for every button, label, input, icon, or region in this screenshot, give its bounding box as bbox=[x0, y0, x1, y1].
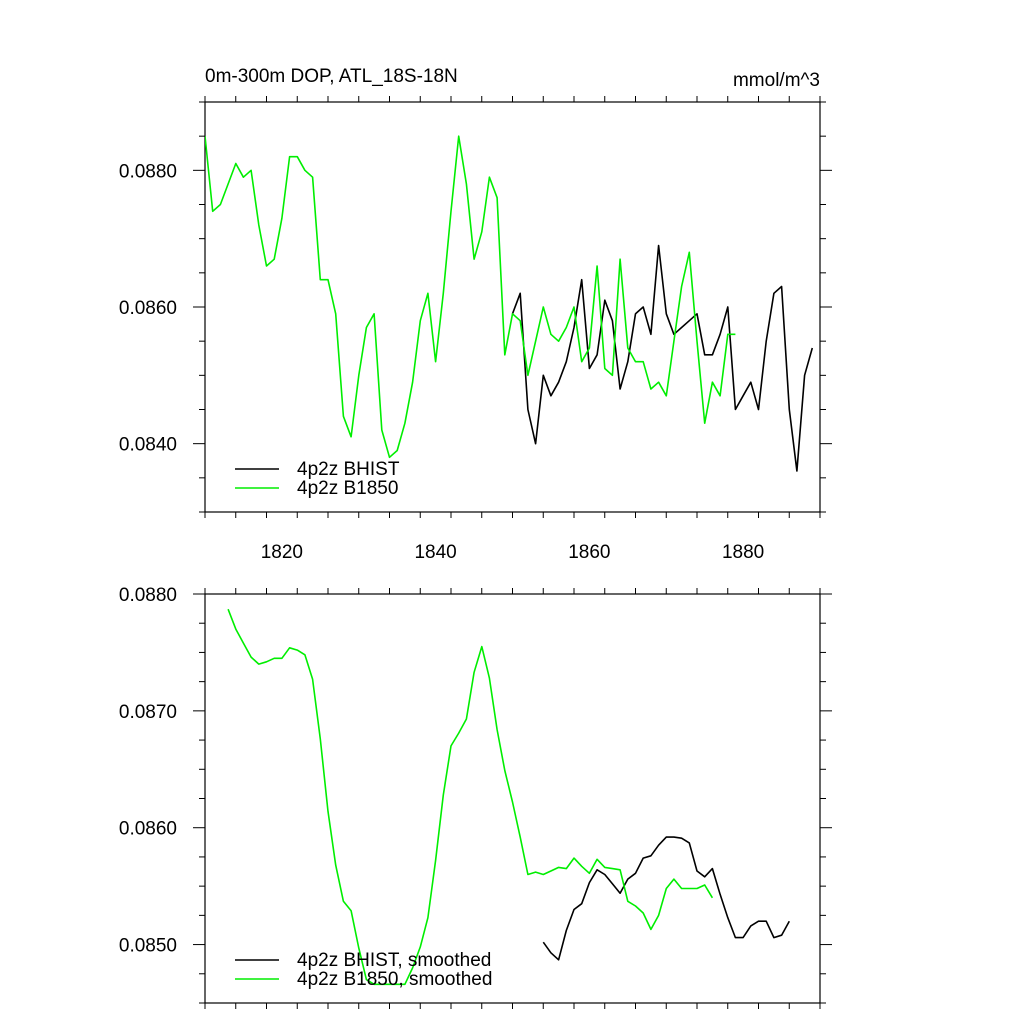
y-tick-label: 0.0880 bbox=[119, 161, 177, 182]
y-tick-label: 0.0880 bbox=[119, 585, 177, 606]
y-tick-label: 0.0870 bbox=[119, 702, 177, 723]
top-panel: 0m-300m DOP, ATL_18S-18N mmol/m^3 0.0840… bbox=[119, 66, 832, 563]
x-tick-label: 1860 bbox=[568, 542, 610, 563]
x-tick-label: 1840 bbox=[414, 542, 456, 563]
series-line-bhist bbox=[511, 244, 814, 472]
series-line-bhist bbox=[542, 836, 791, 961]
series-line-b1850 bbox=[227, 608, 714, 986]
y-tick-label: 0.0860 bbox=[119, 298, 177, 319]
y-tick-label: 0.0840 bbox=[119, 435, 177, 456]
chart-title: 0m-300m DOP, ATL_18S-18N bbox=[205, 66, 458, 87]
series-line-b1850 bbox=[205, 135, 736, 459]
bottom-panel: 0.0850 0.0860 0.0870 0.0880 4p2z BHIST, smoo… bbox=[119, 585, 832, 1009]
legend-label: 4p2z BHIST, smoothed bbox=[297, 950, 491, 971]
legend-label: 4p2z B1850 bbox=[297, 478, 398, 499]
y-tick-label: 0.0850 bbox=[119, 936, 177, 957]
units-label: mmol/m^3 bbox=[733, 70, 820, 91]
x-tick-label: 1820 bbox=[261, 542, 303, 563]
plot-frame bbox=[204, 593, 821, 1004]
legend-label: 4p2z B1850, smoothed bbox=[297, 969, 492, 990]
legend-label: 4p2z BHIST bbox=[297, 459, 400, 480]
y-tick-label: 0.0860 bbox=[119, 819, 177, 840]
x-tick-label: 1880 bbox=[722, 542, 764, 563]
